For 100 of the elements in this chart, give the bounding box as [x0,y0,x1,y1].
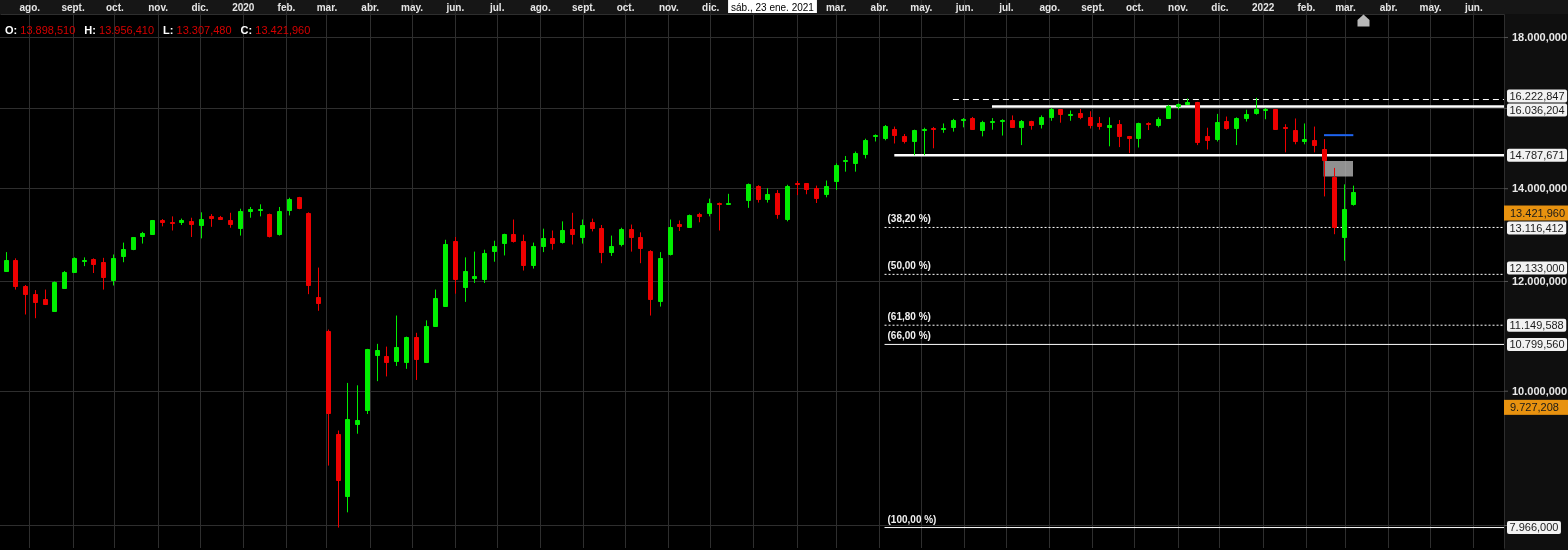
candlestick [287,197,292,216]
candlestick [482,249,487,284]
candlestick [843,155,848,173]
candlestick [111,253,116,287]
x-tick-label: dic. [702,1,720,13]
candlestick [511,219,516,244]
candlestick [1263,107,1268,120]
candlestick [658,251,663,308]
candlestick [189,217,194,238]
candlestick [433,289,438,328]
candlestick [1088,110,1093,130]
candlestick [1176,102,1181,110]
x-tick-label: mar. [1335,1,1356,13]
candlestick [892,126,897,144]
x-tick-label: abr. [1379,1,1398,13]
candlestick [472,251,477,284]
candlestick [785,184,790,222]
candlestick [687,214,692,229]
candlestick [306,211,311,295]
x-tick-label: sept. [61,1,85,13]
x-tick-label: jul. [488,1,505,13]
x-tick-label: feb. [277,1,296,13]
candlestick [531,242,536,270]
x-tick-label: abr. [870,1,889,13]
candlestick [1234,116,1239,146]
candlestick [931,126,936,149]
candlestick [316,267,321,312]
candlestick [609,235,614,257]
candlestick [795,180,800,196]
candlestick [72,256,77,273]
candlestick [863,138,868,159]
candlestick [13,257,18,291]
x-tick-label: sept. [572,1,596,13]
candlestick [23,284,28,315]
x-tick-label: dic. [191,1,209,13]
candlestick [804,182,809,195]
candlestick [980,120,985,137]
text: 9.727,208 [1510,401,1559,414]
x-tick-label: nov. [1168,1,1189,13]
candlestick [814,185,819,204]
candlestick [443,239,448,308]
candlestick [541,228,546,253]
candlestick [121,242,126,263]
candlestick [160,218,165,227]
candlestick [248,206,253,219]
x-tick-label: nov. [658,1,679,13]
candlestick [209,213,214,228]
x-tick-label: may. [401,1,424,13]
x-tick-label: ago. [530,1,551,13]
candlestick [883,124,888,141]
candlestick [765,187,770,204]
candlestick [1342,183,1347,262]
candlestick [1010,114,1015,129]
candlestick [990,117,995,131]
candlestick [668,219,673,256]
candlestick [91,257,96,274]
candlestick [492,240,497,263]
candlestick [1205,127,1210,150]
y-tick-label: 10.000,000 [1512,384,1568,397]
x-tick-label: may. [1419,1,1442,13]
x-tick-label: abr. [361,1,380,13]
candlestick [394,315,399,367]
candlestick [961,117,966,128]
candlestick [1273,108,1278,130]
x-tick-label: sept. [1081,1,1105,13]
candlestick [43,289,48,306]
candlestick [1156,116,1161,128]
text: 13.421,960 [1510,206,1566,219]
x-tick-label: oct. [106,1,125,13]
x-tick-label: may. [910,1,933,13]
candlestick [267,213,272,238]
candlestick [1136,122,1141,148]
series-label: (66,00 %) [887,330,931,342]
candlestick [590,218,595,232]
candlestick [697,212,702,223]
candlestick [717,202,722,231]
x-tick-label: nov. [148,1,169,13]
x-tick-label: jun. [445,1,465,13]
candlestick [375,343,380,382]
candlestick [912,129,917,156]
candlestick [746,183,751,209]
candlestick [1068,109,1073,122]
candlestick [970,116,975,131]
candlestick [52,280,57,313]
candlestick [150,219,155,235]
x-tick-label: 2022 [1252,1,1275,13]
candlestick [238,208,243,237]
y-tick-label: 12.000,000 [1512,275,1568,287]
x-tick-label: oct. [616,1,635,13]
candlestick [1302,122,1307,145]
candlestick [1029,120,1034,131]
candlestick [873,133,878,142]
x-tick-label: jun. [954,1,974,13]
annotation: O: 13.898,510 [5,24,76,36]
candlestick [648,249,653,317]
x-tick-label: feb. [1297,1,1316,13]
candlestick [638,231,643,264]
candlestick [33,289,38,319]
candlestick [228,212,233,229]
candlestick [707,198,712,217]
